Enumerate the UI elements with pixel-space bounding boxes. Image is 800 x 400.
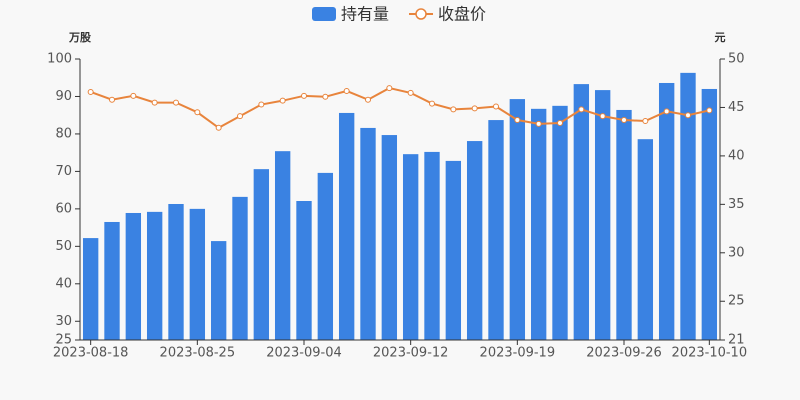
line-point — [514, 117, 521, 124]
bar — [296, 200, 312, 340]
y-tick-label: 90 — [55, 89, 72, 104]
y-tick-label: 50 — [55, 239, 72, 254]
line-point — [578, 106, 585, 113]
bar — [466, 141, 483, 340]
line-point — [130, 92, 137, 99]
y-tick-label: 30 — [55, 314, 72, 329]
x-tick-label: 2023-09-26 — [586, 346, 662, 361]
x-tick-label: 2023-08-25 — [160, 346, 236, 361]
y-tick-label: 60 — [55, 201, 72, 216]
line-point — [706, 107, 713, 114]
bar — [680, 72, 696, 340]
y2-tick-label: 25 — [728, 294, 745, 309]
line-point — [258, 101, 265, 108]
bar — [189, 208, 206, 340]
bar — [637, 139, 654, 340]
bar — [360, 127, 376, 341]
bar — [573, 84, 590, 341]
bar — [274, 151, 291, 340]
bar — [82, 238, 99, 340]
bar — [594, 90, 611, 340]
legend-swatch — [312, 7, 336, 21]
line-point — [621, 117, 627, 124]
y2-tick-label: 40 — [728, 148, 745, 163]
bar — [701, 88, 718, 341]
line-point — [535, 120, 542, 127]
line-point — [450, 106, 457, 113]
legend-swatch-dot — [415, 8, 427, 20]
bar — [125, 212, 142, 340]
bar — [146, 211, 163, 340]
x-tick-label: 2023-08-18 — [53, 346, 129, 361]
line-point — [151, 99, 158, 106]
y-axis-label: 万股 — [68, 31, 92, 44]
line-point — [471, 105, 478, 112]
bar — [253, 169, 270, 340]
bar — [104, 221, 120, 340]
bar — [658, 82, 675, 340]
y-tick-label: 70 — [55, 164, 72, 179]
bar — [338, 112, 355, 341]
line-point — [642, 118, 649, 125]
line-point — [237, 113, 243, 120]
line-point — [407, 89, 414, 96]
line-point — [215, 124, 222, 131]
x-tick-label: 2023-10-10 — [672, 346, 748, 361]
bar — [616, 109, 632, 340]
bar — [168, 203, 184, 340]
bar — [402, 154, 419, 340]
y-tick-label: 25 — [55, 333, 72, 348]
y-tick-label: 40 — [55, 276, 72, 291]
line-point — [109, 96, 115, 103]
line-point — [322, 93, 329, 100]
line-point — [194, 109, 201, 116]
y2-axis-label: 元 — [715, 31, 726, 44]
line-point — [301, 92, 307, 99]
bar — [232, 196, 248, 340]
line-point — [663, 108, 670, 115]
x-tick-label: 2023-09-04 — [266, 346, 342, 361]
line-point — [279, 97, 286, 104]
y2-tick-label: 45 — [728, 100, 745, 115]
bar — [530, 108, 547, 341]
bar — [445, 160, 462, 340]
bar — [552, 105, 568, 340]
y2-tick-label: 35 — [728, 197, 745, 212]
y2-tick-label: 30 — [728, 245, 745, 260]
bar — [509, 99, 526, 341]
line-point — [173, 99, 179, 106]
line-point — [557, 119, 563, 126]
line-point — [429, 100, 435, 107]
line-point — [685, 112, 691, 119]
line-point — [386, 85, 393, 92]
y2-tick-label: 21 — [728, 333, 745, 348]
line-point — [599, 113, 606, 120]
bar — [317, 172, 334, 340]
line — [90, 87, 710, 129]
bar — [381, 135, 398, 340]
x-tick-label: 2023-09-12 — [373, 346, 449, 361]
line-point — [87, 88, 94, 95]
legend-label: 持有量 — [341, 5, 389, 24]
bar — [488, 120, 504, 340]
line-point — [493, 103, 499, 110]
bar — [210, 241, 227, 340]
y-tick-label: 100 — [47, 52, 72, 67]
y-tick-label: 80 — [55, 126, 72, 141]
line-point — [365, 96, 371, 103]
x-tick-label: 2023-09-19 — [480, 346, 556, 361]
legend-label: 收盘价 — [438, 5, 486, 24]
line-point — [343, 87, 350, 94]
bar — [424, 151, 440, 340]
y2-tick-label: 50 — [728, 52, 745, 67]
